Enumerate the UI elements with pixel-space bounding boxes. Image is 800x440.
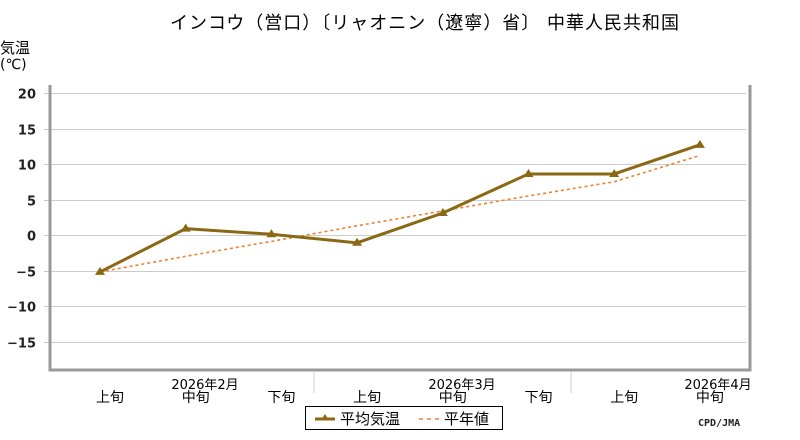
y-tick-label: 15 — [18, 124, 36, 139]
x-month-label: 2026年4月 — [684, 378, 751, 393]
grid-lines — [44, 93, 746, 343]
credit-text: CPD/JMA — [698, 418, 741, 429]
triangle-marker-icon — [523, 168, 534, 177]
y-axis-label: 気温 (℃) — [0, 40, 30, 74]
x-tick-label: 下旬 — [525, 390, 553, 406]
x-tick-label: 上旬 — [353, 390, 381, 406]
y-tick-label: −10 — [7, 301, 36, 316]
x-tick-label: 上旬 — [610, 390, 638, 406]
y-tick-label: 5 — [27, 195, 36, 210]
x-tick-label: 中旬 — [696, 390, 724, 406]
y-tick-label: −15 — [7, 337, 36, 352]
x-tick-label: 中旬 — [439, 390, 467, 406]
x-tick-label: 中旬 — [182, 390, 210, 406]
legend: 平均気温 平年値 — [305, 406, 503, 430]
y-tick-label: 10 — [18, 159, 36, 174]
triangle-marker-icon — [609, 168, 620, 177]
dashed-line-icon — [419, 418, 440, 420]
y-axis-unit: (℃) — [0, 57, 27, 73]
triangle-marker-icon — [437, 207, 448, 216]
triangle-marker-icon — [95, 266, 105, 275]
average-temperature-series-line — [95, 139, 705, 275]
triangle-marker-icon — [180, 223, 191, 232]
y-axis-label-text: 気温 — [0, 39, 31, 57]
y-tick-label: 0 — [27, 230, 36, 245]
y-tick-label: 20 — [18, 88, 36, 103]
triangle-marker-icon — [352, 237, 363, 246]
x-tick-label: 下旬 — [267, 390, 295, 406]
legend-label-average: 平均気温 — [340, 409, 401, 428]
x-month-label: 2026年2月 — [171, 378, 238, 393]
average-polyline — [99, 143, 701, 274]
triangle-line-icon — [315, 414, 335, 421]
axes — [48, 85, 752, 393]
y-tick-label: −5 — [16, 266, 36, 281]
y-axis-ticks: 20 15 10 5 0 −5 −10 −15 — [7, 88, 36, 352]
x-tick-label: 上旬 — [96, 390, 124, 406]
triangle-marker-icon — [266, 229, 277, 238]
chart-title: インコウ（営口）〔リャオニン（遼寧）省〕 中華人民共和国 — [170, 13, 680, 34]
legend-label-normal: 平年値 — [444, 409, 490, 428]
legend-item-average: 平均気温 — [314, 408, 400, 429]
triangle-marker-icon — [694, 139, 705, 148]
x-month-label: 2026年3月 — [428, 378, 495, 393]
legend-item-normal: 平年値 — [418, 408, 489, 429]
